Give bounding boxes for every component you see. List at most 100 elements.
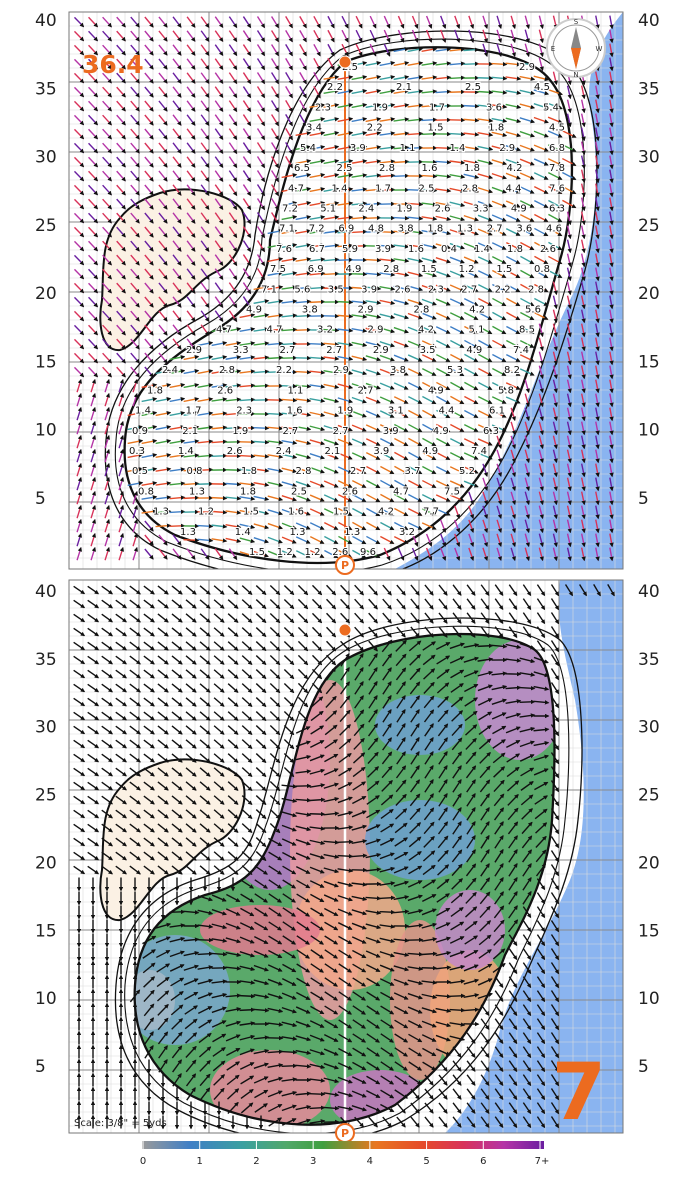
slope-value: 6.7 (309, 244, 325, 255)
slope-arrow (299, 58, 307, 71)
slope-arrow (242, 86, 252, 99)
slope-arrow (214, 86, 224, 99)
slope-arrow (477, 90, 494, 95)
slope-arrows (73, 15, 614, 562)
slope-arrow (172, 142, 182, 154)
slope-value: 7.5 (270, 264, 286, 275)
slope-arrow (393, 89, 410, 94)
slope-arrow (425, 29, 433, 43)
slope-arrow (580, 85, 586, 100)
slope-arrow (309, 117, 326, 123)
slope-arrow (88, 30, 99, 42)
slope-arrow (197, 524, 214, 529)
slope-arrow (102, 30, 112, 42)
slope-value: 2.7 (461, 284, 477, 295)
slope-value: 1.9 (337, 406, 353, 417)
slope-value: 1.8 (147, 385, 163, 396)
slope-arrow (88, 72, 99, 84)
slope-value: 5.3 (447, 365, 463, 376)
slope-arrow (327, 57, 335, 71)
slope-arrow (505, 145, 521, 152)
slope-arrow (337, 299, 354, 305)
slope-arrow (130, 100, 140, 112)
slope-arrow (538, 29, 544, 44)
slope-arrow (337, 145, 354, 151)
slope-arrow (186, 128, 196, 140)
slope-value: 7.8 (549, 163, 565, 174)
slope-arrow (242, 58, 252, 71)
slope-value: 7.6 (276, 244, 292, 255)
slope-arrow (435, 47, 452, 52)
slope-arrow (73, 156, 85, 168)
slope-arrow (228, 44, 238, 57)
slope-value: 2.9 (499, 143, 515, 154)
slope-arrow (183, 537, 200, 543)
slope-arrow (365, 117, 382, 123)
slope-value: 4.9 (422, 446, 438, 457)
slope-arrow (130, 86, 140, 98)
slope-arrow (538, 57, 544, 72)
slope-value: 5.9 (342, 244, 358, 255)
slope-arrow (158, 30, 168, 42)
slope-value: 0.9 (132, 426, 148, 437)
slope-arrow (256, 58, 266, 71)
slope-arrow (172, 58, 182, 70)
slope-arrow (228, 100, 238, 113)
slope-arrow (337, 173, 354, 178)
slope-arrow (341, 29, 349, 43)
grid-label-left: 35 (35, 650, 57, 670)
slope-arrow (323, 173, 340, 179)
slope-value: 2.4 (276, 446, 292, 457)
slope-arrow (491, 61, 508, 67)
slope-arrow (116, 100, 126, 112)
slope-value: 4.4 (438, 406, 454, 417)
slope-arrow (172, 156, 182, 168)
grid-label-right: 5 (638, 1057, 649, 1077)
grid-label-left: 15 (35, 921, 57, 941)
slope-arrow (609, 43, 614, 58)
slope-value: 1.6 (422, 163, 438, 174)
slope-arrow (580, 113, 586, 128)
slope-value: 4.7 (216, 325, 232, 336)
hole-number: 7 (552, 1048, 606, 1138)
slope-arrow (186, 170, 196, 182)
slope-arrow (561, 144, 577, 152)
slope-arrow (242, 170, 252, 183)
slope-arrow (482, 43, 489, 58)
slope-arrow (116, 156, 126, 168)
slope-value: 5.1 (469, 325, 485, 336)
slope-value: 6.1 (489, 406, 505, 417)
heat-region (200, 905, 320, 955)
slope-arrow (73, 114, 85, 126)
slope-arrow (609, 85, 614, 100)
slope-arrow (270, 100, 280, 113)
slope-value: 2.6 (540, 244, 556, 255)
slope-arrow (285, 156, 293, 169)
slope-arrow (295, 313, 312, 318)
slope-arrow (200, 128, 210, 140)
slope-arrow (130, 114, 140, 126)
slope-arrow (309, 1091, 326, 1097)
slope-arrow (200, 58, 210, 70)
slope-arrow (393, 131, 410, 136)
slope-arrow (421, 75, 438, 80)
slope-arrow (285, 72, 293, 85)
slope-arrow (491, 90, 508, 95)
slope-arrow (186, 72, 196, 84)
slope-arrow (365, 173, 382, 178)
slope-arrow (228, 114, 238, 127)
slope-value: 0.5 (132, 466, 148, 477)
slope-value: 4.8 (368, 224, 384, 235)
slope-arrow (285, 142, 293, 155)
slope-arrow (228, 142, 238, 155)
slope-arrow (116, 114, 126, 126)
slope-value: 2.9 (373, 345, 389, 356)
slope-arrow (299, 16, 307, 29)
slope-value: 9.6 (360, 547, 376, 558)
slope-arrow (144, 156, 154, 168)
slope-arrow (186, 156, 196, 168)
slope-arrow (214, 16, 224, 29)
slope-value: 0.8 (534, 264, 550, 275)
slope-value: 5.1 (320, 203, 336, 214)
slope-value: 2.3 (315, 102, 331, 113)
